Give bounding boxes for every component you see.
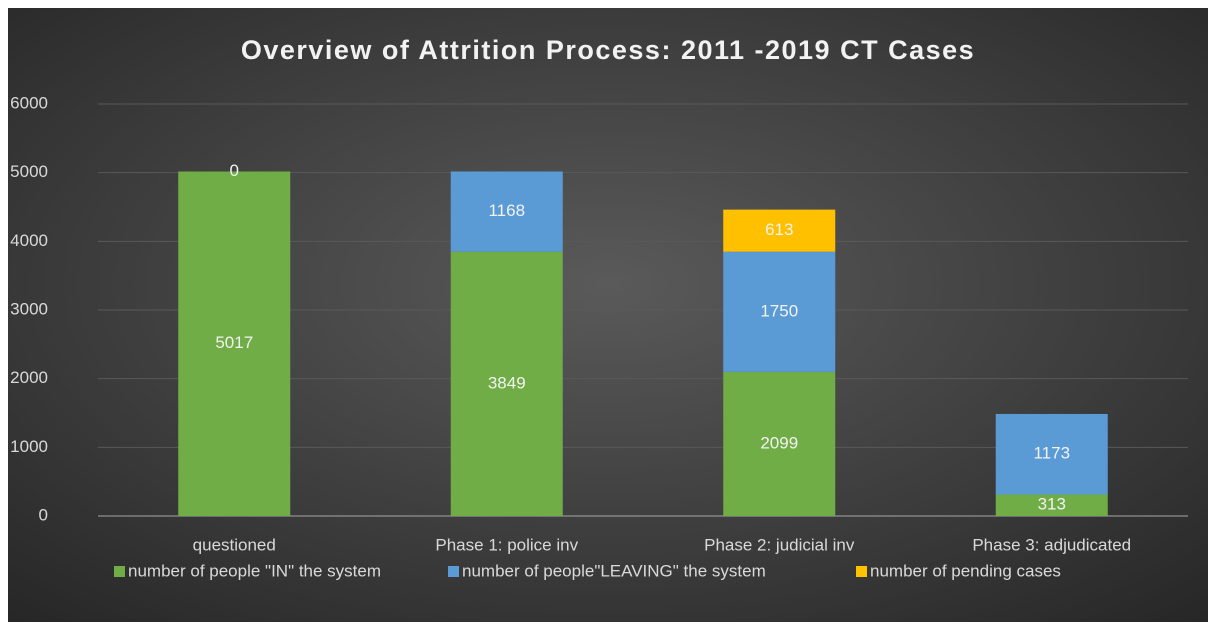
chart-title: Overview of Attrition Process: 2011 -201… [241, 35, 975, 65]
legend-label: number of pending cases [870, 561, 1061, 580]
data-label: 1168 [488, 201, 525, 220]
data-label: 5017 [215, 333, 253, 352]
bar-segment [450, 171, 563, 252]
y-tick-label: 2000 [10, 368, 48, 387]
bar-segment [995, 413, 1108, 495]
data-label: 1173 [1033, 444, 1070, 463]
bar-segment [723, 209, 836, 252]
data-label: 3849 [488, 373, 526, 392]
y-tick-label: 5000 [10, 162, 48, 181]
legend-label: number of people"LEAVING" the system [462, 561, 766, 580]
legend-label: number of people "IN" the system [128, 561, 381, 580]
x-tick-label: Phase 2: judicial inv [704, 535, 855, 554]
bar-segment [995, 494, 1108, 516]
data-label: 2099 [760, 433, 798, 452]
bar-segment [450, 251, 563, 516]
x-tick-label: Phase 1: police inv [435, 535, 578, 554]
bar-segment [723, 251, 836, 372]
y-tick-label: 4000 [10, 231, 48, 250]
legend-swatch [856, 566, 867, 577]
data-label: 0 [230, 161, 239, 180]
y-tick-label: 6000 [10, 93, 48, 112]
y-tick-label: 1000 [10, 437, 48, 456]
data-label: 1750 [760, 301, 798, 320]
x-tick-label: Phase 3: adjudicated [972, 535, 1131, 554]
bar-segment [178, 171, 291, 516]
legend-swatch [114, 566, 125, 577]
bar-segment [723, 371, 836, 516]
x-tick-label: questioned [193, 535, 276, 554]
y-tick-label: 0 [39, 505, 48, 524]
y-tick-label: 3000 [10, 299, 48, 318]
legend-swatch [448, 566, 459, 577]
data-label: 313 [1038, 495, 1066, 514]
data-label: 613 [765, 220, 793, 239]
